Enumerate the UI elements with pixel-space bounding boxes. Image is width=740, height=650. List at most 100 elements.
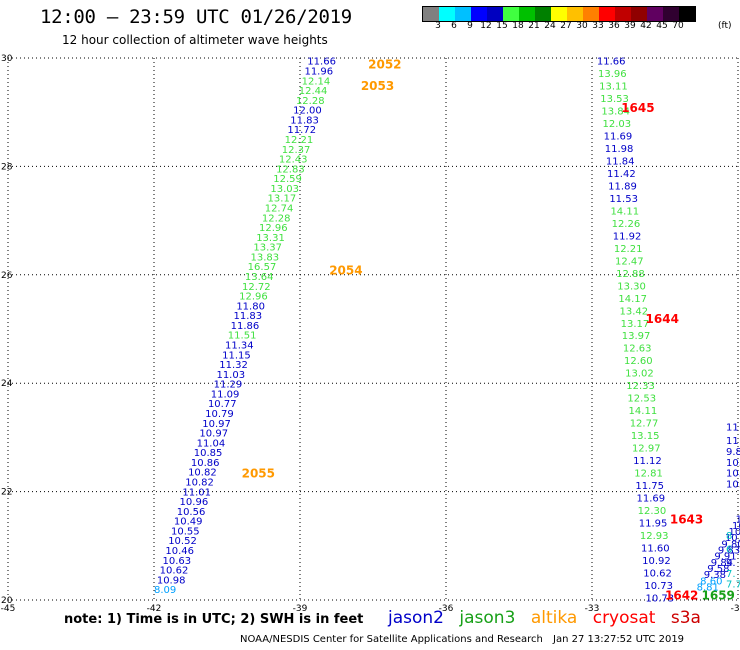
wave-height-value: 10.62 (160, 566, 189, 577)
wave-height-value: 12.43 (279, 155, 308, 166)
legend-tick-label: 39 (624, 21, 636, 31)
mission-jason2: jason2 (388, 608, 444, 628)
wave-height-value: 12.00 (293, 106, 322, 117)
wave-height-value: 10.82 (185, 478, 214, 489)
wave-height-value: 12.60 (624, 356, 653, 367)
wave-height-value: 13.02 (625, 369, 654, 380)
wave-height-value: 12.03 (603, 119, 632, 130)
wave-height-value: 12.96 (239, 292, 268, 303)
wave-height-value: 11 (726, 436, 739, 447)
wave-height-value: 9.84 (711, 558, 733, 569)
legend-swatch (647, 7, 663, 21)
wave-height-value: 11.75 (635, 481, 664, 492)
wave-height-value: 10.73 (644, 581, 673, 592)
legend-swatch (567, 7, 583, 21)
wave-height-value: 9.83 (718, 545, 740, 556)
wave-height-value: 10.98 (157, 575, 186, 586)
wave-height-value: 11.60 (641, 543, 670, 554)
units-note: note: 1) Time is in UTC; 2) SWH is in fe… (64, 612, 364, 627)
legend-tick-label: 27 (560, 21, 572, 31)
wave-height-value: 10.56 (177, 507, 206, 518)
legend-tick-label: 9 (467, 21, 473, 31)
wave-height-value: 11.09 (211, 389, 240, 400)
wave-height-value: 11.51 (228, 331, 257, 342)
map-axis-labels: -45 -42 -39 -36 -33 -30 30 28 26 24 22 20 (1, 54, 740, 614)
wave-height-value: 10.55 (171, 526, 200, 537)
track-time-label: 1645 (621, 101, 654, 115)
wave-height-value: 13.96 (598, 69, 627, 80)
wave-height-value: 13.17 (268, 194, 297, 205)
lon-tick-label: -45 (1, 604, 16, 614)
wave-height-value: 12.28 (262, 213, 291, 224)
wave-height-value: 9.38 (704, 570, 726, 581)
wave-height-value: 10.8 (726, 469, 740, 480)
lon-tick-label: -36 (439, 604, 454, 614)
wave-height-value: 11.95 (639, 518, 668, 529)
wave-height-value: 10.53 (728, 527, 740, 538)
wave-height-value: 10.9 (726, 458, 740, 469)
lat-tick-label: 28 (1, 162, 13, 172)
mission-s3a: s3a (670, 608, 701, 628)
lon-tick-label: -30 (731, 604, 740, 614)
legend-tick-label: 36 (608, 21, 620, 31)
wave-height-value: 10.79 (205, 409, 234, 420)
wave-height-value: 8.60 (700, 576, 722, 587)
wave-height-value: 12.83 (276, 164, 305, 175)
legend-tick-label: 3 (435, 21, 441, 31)
legend-swatch (471, 7, 487, 21)
legend-swatch (487, 7, 503, 21)
page-subtitle: 12 hour collection of altimeter wave hei… (62, 33, 328, 47)
wave-height-value: 11.29 (214, 380, 243, 391)
legend-swatch (599, 7, 615, 21)
lon-tick-label: -33 (585, 604, 600, 614)
legend-swatch (631, 7, 647, 21)
wave-height-value: 13.64 (245, 272, 274, 283)
wave-height-value: 13.83 (251, 252, 280, 263)
lon-tick-label: -39 (293, 604, 308, 614)
wave-height-value: 10.69 (725, 533, 740, 544)
wave-height-value: 11.01 (182, 487, 211, 498)
wave-height-value: 12.14 (302, 76, 331, 87)
legend-tick-label: 24 (544, 21, 556, 31)
wave-height-value: 8.81 (697, 582, 719, 593)
altimeter-tracks: 11.6611.9612.1412.4412.2812.0011.8311.72… (154, 57, 740, 605)
map-gridlines (7, 57, 739, 601)
legend-swatch (551, 7, 567, 21)
wave-height-value: 12.37 (282, 145, 311, 156)
wave-height-value: 10.63 (163, 556, 192, 567)
wave-height-value: 14.17 (618, 294, 647, 305)
lon-tick-label: -42 (147, 604, 162, 614)
wave-height-value: 12.77 (630, 419, 659, 430)
wave-height-value: 13.42 (620, 306, 649, 317)
track-time-label: 2053 (361, 79, 394, 93)
wave-height-value: 10.49 (174, 517, 203, 528)
lat-tick-label: 20 (1, 596, 13, 606)
wave-height-value: 12.26 (612, 219, 641, 230)
legend-swatch (519, 7, 535, 21)
wave-height-value: 10.82 (188, 468, 217, 479)
wave-height-value: 11.80 (236, 301, 265, 312)
wave-height-value: 12.33 (626, 381, 655, 392)
wave-height-value: 13.37 (253, 243, 282, 254)
wave-height-value: 12.53 (627, 394, 656, 405)
wave-height-value: 9.80 (721, 539, 740, 550)
wave-height-value: 12.21 (285, 135, 314, 146)
wave-height-value: 10.52 (168, 536, 197, 547)
wave-height-value: 12.47 (615, 256, 644, 267)
legend-swatch (679, 7, 695, 21)
wave-height-value: 8.09 (154, 585, 176, 596)
wave-height-value: 10.62 (643, 568, 672, 579)
mission-cryosat: cryosat (592, 608, 656, 628)
track-time-label: 1659 (702, 589, 735, 603)
wave-height-value: 12.21 (614, 244, 643, 255)
wave-height-value: 13.84 (601, 107, 630, 118)
wave-height-value: 11.83 (290, 115, 319, 126)
wave-height-value: 12.72 (242, 282, 271, 293)
wave-height-value: 12.74 (265, 204, 294, 215)
legend-swatch (535, 7, 551, 21)
wave-height-value: 11.83 (233, 311, 262, 322)
wave-height-value: 12.59 (273, 174, 302, 185)
legend-tick-label: 42 (640, 21, 652, 31)
wave-height-value: 11.69 (636, 493, 665, 504)
